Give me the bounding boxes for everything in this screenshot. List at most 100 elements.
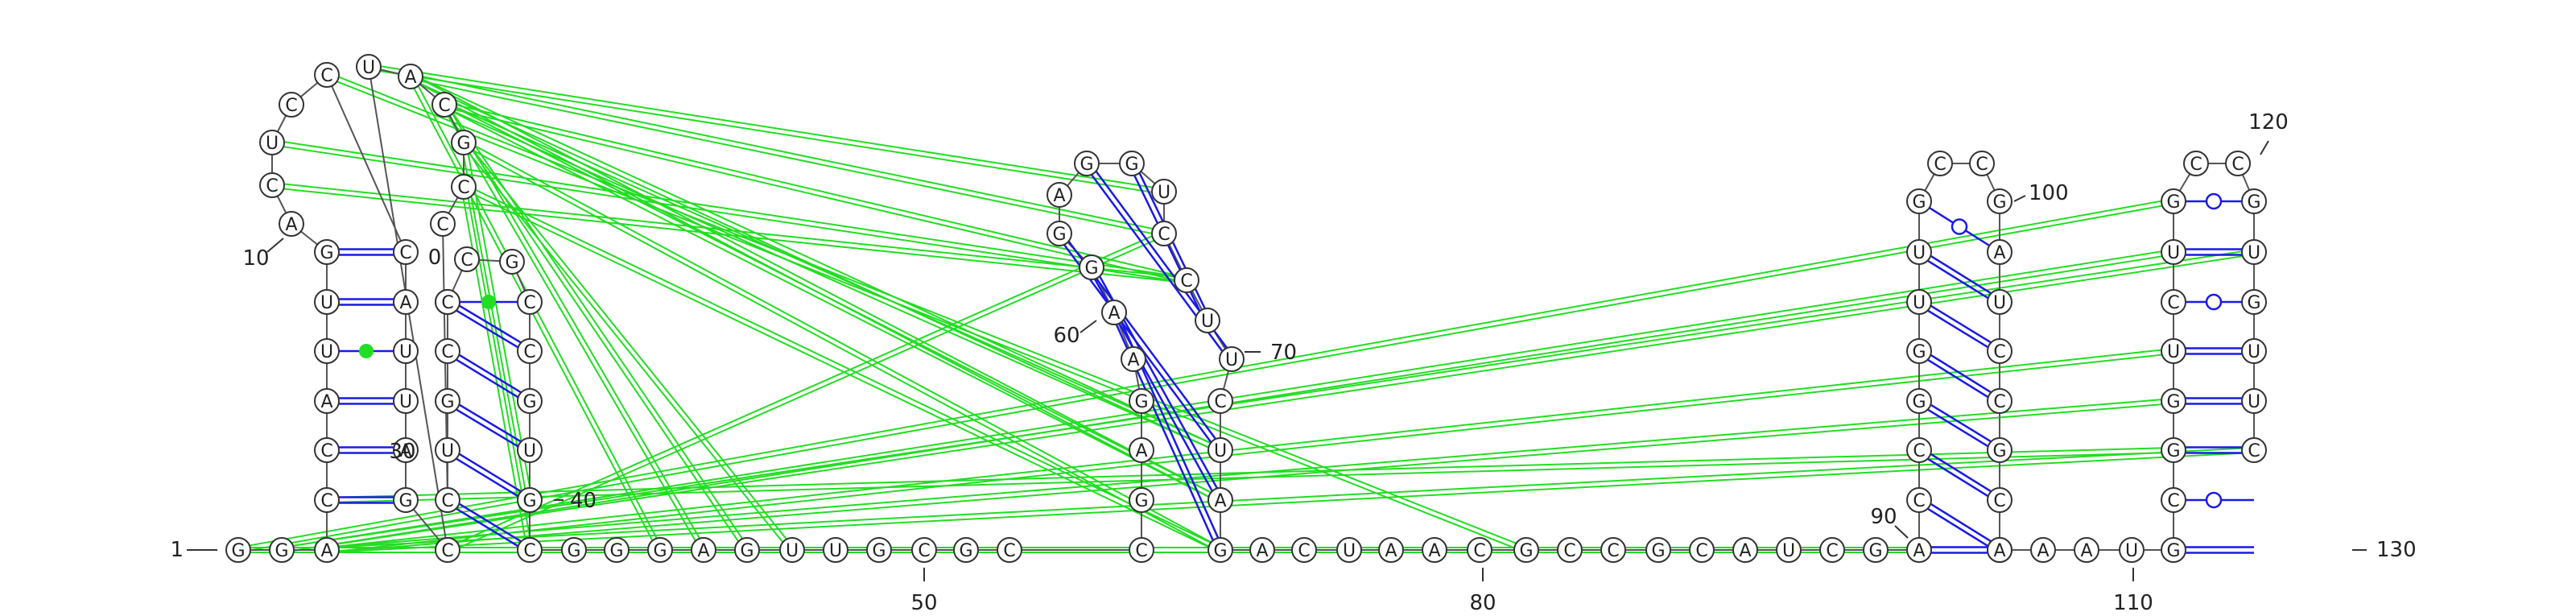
nucleotide-81: C: [1600, 537, 1626, 563]
svg-text:C: C: [285, 96, 297, 116]
nucleotide-56: G: [1129, 388, 1154, 414]
svg-text:C: C: [441, 491, 453, 511]
nucleotide-96: C: [1927, 151, 1953, 176]
base-pair-7-17: [327, 344, 406, 358]
tertiary-line-19: [238, 202, 2174, 553]
tertiary-line-5: [462, 188, 1220, 553]
nucleotide-20: G: [393, 487, 419, 513]
nucleotide-69: C: [1208, 388, 1233, 414]
nucleotide-108: A: [2074, 537, 2099, 563]
svg-text:G: G: [1084, 258, 1098, 279]
svg-text:A: A: [1053, 186, 1065, 206]
svg-text:C: C: [523, 541, 535, 561]
svg-text:C: C: [523, 342, 535, 362]
nucleotide-91: G: [1906, 388, 1932, 414]
tertiary-line-12: [325, 76, 1526, 553]
nucleotide-110: G: [2161, 537, 2186, 563]
nucleotide-79: G: [1513, 537, 1539, 563]
svg-text:C: C: [1298, 541, 1310, 561]
svg-text:C: C: [457, 178, 469, 198]
base-pair-6-18: [327, 397, 406, 405]
nucleotide-31: C: [435, 338, 460, 364]
nucleotide-57: A: [1121, 346, 1146, 372]
base-pair-115-122: [2174, 293, 2254, 311]
svg-text:U: U: [399, 392, 412, 412]
base-pair-113-124: [2174, 397, 2254, 405]
nucleotide-124: U: [2241, 388, 2267, 414]
nucleotide-29: U: [435, 437, 460, 463]
base-pair-94-100: [1917, 248, 2002, 306]
nucleotide-73: A: [1249, 537, 1275, 563]
svg-text:G: G: [567, 541, 580, 561]
index-label-80: 80: [1469, 591, 1496, 615]
tertiary-line-13-b: [441, 105, 746, 552]
nucleotide-46: G: [734, 537, 760, 563]
svg-text:U: U: [523, 441, 536, 461]
base-pair-92-102: [1917, 347, 2002, 405]
nucleotide-62: G: [1074, 151, 1100, 176]
nucleotide-13: C: [279, 92, 304, 118]
index-label-100: 100: [2029, 181, 2069, 205]
base-pair-95-99: [1918, 200, 2000, 254]
nucleotide-60: G: [1046, 221, 1072, 246]
svg-text:G: G: [231, 541, 245, 561]
base-pair-91-103: [1917, 397, 2002, 454]
tertiary-line-10: [271, 186, 1187, 283]
svg-text:C: C: [1695, 541, 1707, 561]
svg-text:G: G: [440, 392, 454, 412]
nucleotide-41: C: [517, 537, 543, 563]
nucleotide-44: G: [647, 537, 673, 563]
tertiary-line-11-b: [272, 139, 1187, 279]
svg-text:U: U: [1214, 441, 1227, 461]
index-label-40: 40: [570, 489, 597, 513]
tertiary-line-10-b: [272, 182, 1187, 279]
nucleotide-30: G: [435, 388, 460, 414]
svg-text:A: A: [399, 441, 411, 461]
nucleotide-51: G: [953, 537, 979, 563]
nucleotide-94: U: [1906, 239, 1932, 265]
svg-text:U: U: [320, 342, 333, 362]
base-pair-28-41: [445, 496, 532, 554]
nucleotide-10: A: [279, 211, 304, 237]
nucleotide-4: C: [314, 487, 340, 513]
svg-text:G: G: [1912, 342, 1926, 362]
base-pair-89-105: [1917, 496, 2002, 554]
svg-text:U: U: [1201, 312, 1214, 332]
nucleotide-95: G: [1906, 188, 1932, 214]
index-label-10: 10: [242, 246, 269, 271]
nucleotide-87: G: [1863, 537, 1889, 563]
svg-text:C: C: [1473, 541, 1485, 561]
nucleotide-43: G: [604, 537, 630, 563]
index-tick-4: [1080, 320, 1097, 333]
nucleotide-106: A: [1987, 537, 2013, 563]
tertiary-line-6-b: [446, 230, 1164, 549]
tertiary-line-0-b: [411, 73, 1222, 449]
nucleotide-119: C: [2225, 151, 2251, 176]
svg-text:C: C: [2190, 155, 2202, 175]
tertiary-line-5-b: [464, 184, 1222, 549]
nucleotide-70: U: [1208, 437, 1233, 463]
tertiary-line-1-b: [411, 73, 1222, 499]
nucleotide-117: G: [2161, 188, 2186, 214]
nucleotide-75: U: [1336, 537, 1362, 563]
nucleotide-82: G: [1645, 537, 1671, 563]
index-label-110: 110: [2113, 591, 2153, 615]
nucleotide-83: C: [1689, 537, 1715, 563]
svg-text:C: C: [1934, 155, 1946, 175]
index-label-0: 0: [428, 246, 442, 270]
svg-text:A: A: [1108, 304, 1120, 324]
base-pair-112-125: [2174, 446, 2254, 454]
nucleotide-123: U: [2241, 338, 2267, 364]
svg-text:U: U: [1225, 350, 1238, 370]
svg-text:A: A: [320, 541, 332, 561]
svg-text:G: G: [2166, 441, 2180, 461]
nucleotide-38: G: [517, 388, 543, 414]
index-label-70: 70: [1270, 341, 1297, 365]
nucleotide-59: G: [1079, 254, 1104, 280]
nucleotide-103: G: [1987, 437, 2013, 463]
nucleotide-52: C: [997, 537, 1022, 563]
base-pair-layer: [327, 161, 2254, 554]
svg-text:A: A: [1428, 541, 1440, 561]
svg-text:A: A: [2080, 541, 2092, 561]
